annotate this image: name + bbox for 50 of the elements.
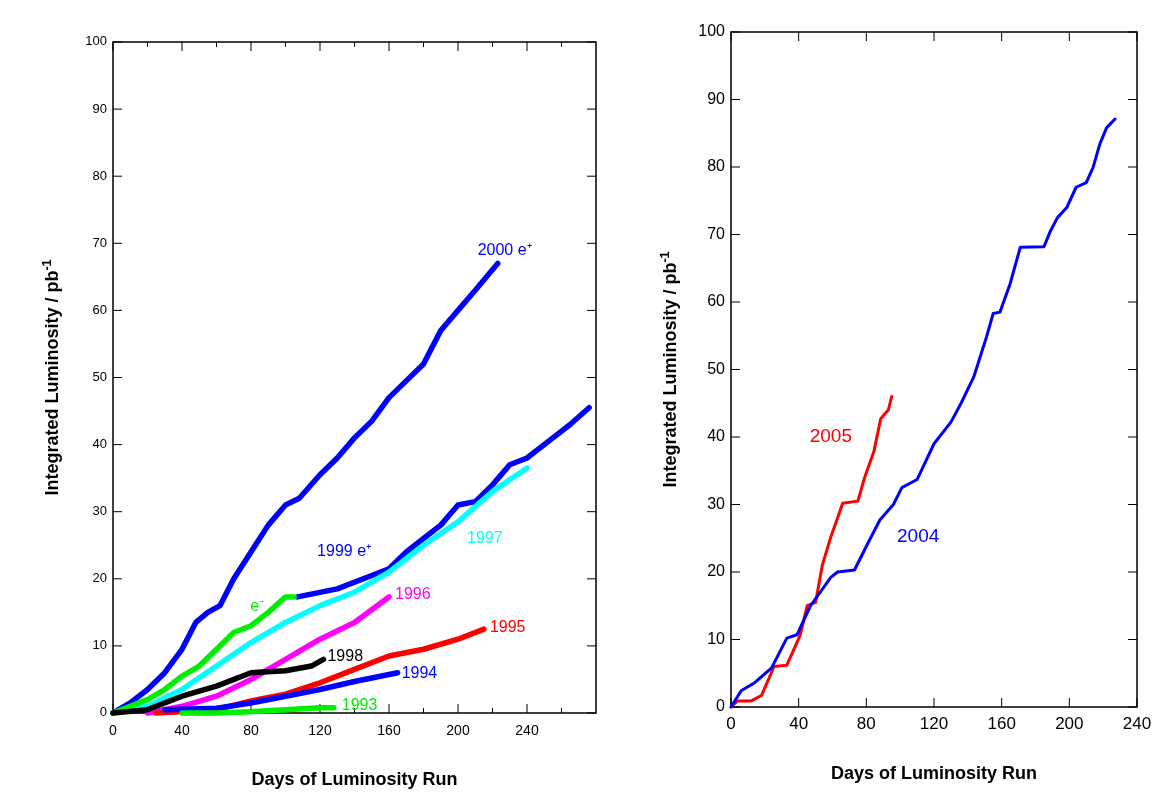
series-label: 1994 [401,663,438,681]
y-tick-label: 30 [707,494,726,512]
y-tick-label: 70 [707,224,726,242]
y-tick-label: 90 [707,89,726,107]
y-tick-label: 100 [698,22,726,40]
y-tick-label: 80 [707,157,726,175]
series-label: 1997 [467,529,503,547]
series-label: 1999 e⁺ [317,541,372,559]
series-label: e⁻ [250,597,265,615]
x-axis-title: Days of Luminosity Run [830,763,1038,783]
y-tick-label: 90 [92,100,107,116]
x-tick-label: 160 [377,722,401,738]
y-tick-label: 0 [716,697,726,715]
x-tick-label: 200 [446,722,470,738]
series-label: 1996 [395,585,431,603]
y-tick-label: 0 [99,704,107,720]
series-label: 2000 e⁺ [477,241,532,259]
x-tick-label: 200 [1055,714,1084,733]
y-tick-label: 60 [92,301,107,317]
y-tick-label: 30 [92,503,107,519]
y-tick-label: 20 [92,570,107,586]
x-tick-label: 120 [308,722,332,738]
x-tick-label: 120 [919,714,949,733]
x-tick-label: 240 [515,722,539,738]
y-tick-label: 60 [707,292,726,310]
series-label: 2004 [897,525,940,547]
y-tick-label: 100 [85,33,107,49]
line-series [729,395,894,709]
x-tick-label: 40 [789,714,809,733]
x-tick-label: 0 [109,722,118,738]
x-tick-label: 240 [1122,714,1152,733]
series-label: 2005 [809,424,852,446]
y-tick-label: 40 [707,427,726,445]
y-tick-label: 40 [92,436,107,452]
x-tick-label: 80 [856,714,876,733]
x-tick-label: 40 [174,722,190,738]
series-label: 1998 [327,647,364,665]
line-series [729,117,1117,709]
x-tick-label: 160 [987,714,1016,733]
y-tick-label: 10 [707,629,726,647]
y-tick-label: 10 [92,637,107,653]
x-tick-label: 80 [243,722,259,738]
y-tick-label: 80 [92,167,107,183]
series-label: 1993 [341,695,378,713]
y-tick-label: 50 [92,368,107,384]
y-tick-label: 50 [707,359,726,377]
y-tick-label: 70 [92,234,107,250]
series-label: 1995 [489,618,526,636]
x-axis-title: Days of Luminosity Run [251,769,458,789]
y-tick-label: 20 [707,562,726,580]
